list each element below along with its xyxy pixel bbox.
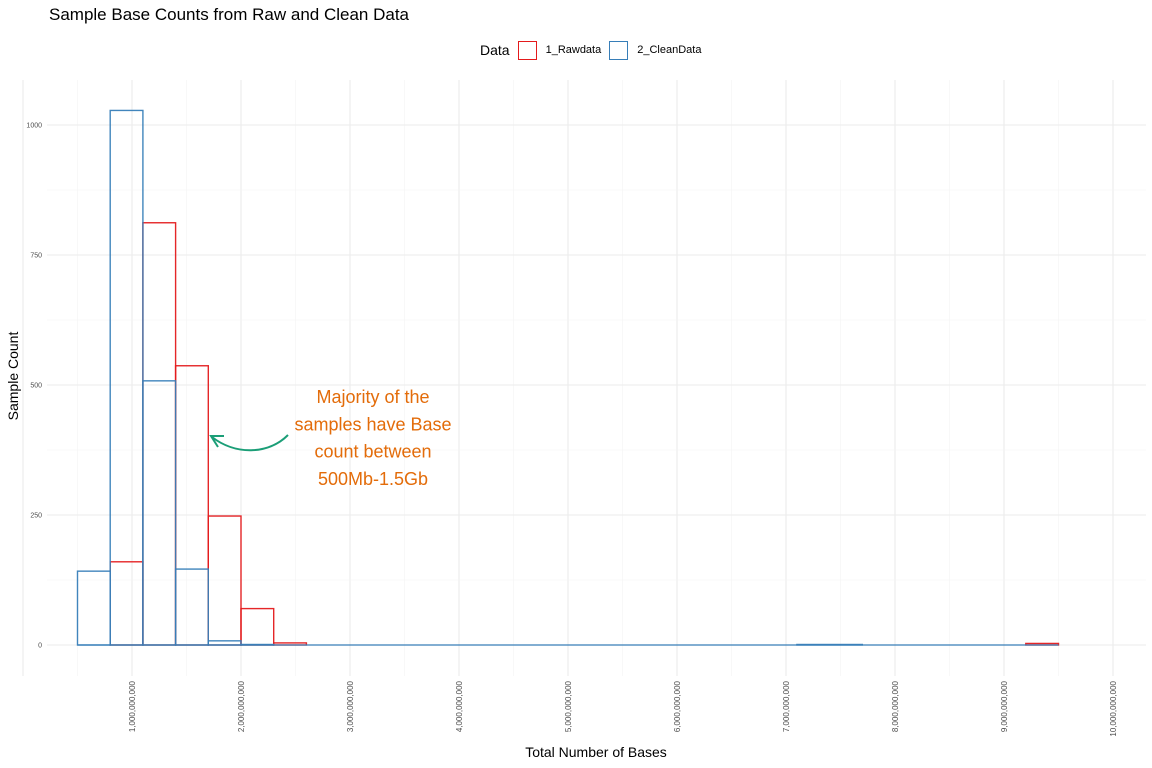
histogram-bar (240, 643, 275, 646)
chart-title: Sample Base Counts from Raw and Clean Da… (49, 5, 410, 24)
histogram-bar (142, 222, 177, 646)
histogram-bar (240, 607, 275, 646)
x-tick-label: 10,000,000,000 (1109, 680, 1118, 736)
y-tick-label: 750 (30, 253, 42, 260)
legend: Data 1_Rawdata 2_CleanData (480, 38, 709, 62)
grid-lines (22, 80, 1146, 676)
y-tick-label: 1000 (26, 123, 42, 130)
x-tick-label: 2,000,000,000 (237, 680, 246, 732)
annotation-text: Majority of the samples have Base count be… (294, 387, 451, 489)
histogram-bar (142, 380, 177, 646)
legend-label-rawdata: 1_Rawdata (545, 44, 602, 56)
series-cleandata (76, 109, 1059, 646)
histogram-bar (207, 515, 242, 646)
histogram-bar (109, 109, 144, 646)
x-axis-ticks: 1,000,000,000 2,000,000,000 3,000,000,000 4… (128, 680, 1118, 736)
x-tick-label: 4,000,000,000 (455, 680, 464, 732)
histogram-bar (109, 561, 144, 646)
series-rawdata (109, 222, 1060, 646)
annotation-line: 500Mb-1.5Gb (318, 469, 428, 489)
histogram-bars (76, 109, 1060, 646)
x-tick-label: 1,000,000,000 (128, 680, 137, 732)
histogram-bar (796, 643, 864, 646)
annotation-line: count between (314, 442, 431, 462)
histogram-bar (207, 640, 242, 646)
legend-item-cleandata: 2_CleanData (609, 40, 702, 60)
y-tick-label: 0 (38, 643, 42, 650)
histogram-bar (174, 568, 210, 646)
legend-key-rawdata (517, 40, 537, 60)
y-tick-label: 500 (30, 383, 42, 390)
legend-key-cleandata (609, 40, 629, 60)
x-tick-label: 6,000,000,000 (673, 680, 682, 732)
annotation-line: samples have Base (294, 414, 451, 434)
histogram-bar (174, 365, 210, 646)
annotation-arrowhead (209, 435, 224, 448)
y-axis-title: Sample Count (5, 332, 21, 421)
histogram-bar (76, 570, 111, 646)
y-axis-ticks: 0 250 500 750 1000 (26, 123, 42, 650)
legend-item-rawdata: 1_Rawdata (517, 40, 602, 60)
x-tick-label: 3,000,000,000 (346, 680, 355, 732)
x-tick-label: 5,000,000,000 (564, 680, 573, 732)
x-tick-label: 7,000,000,000 (782, 680, 791, 732)
annotation-line: Majority of the (316, 387, 429, 407)
legend-title: Data (480, 42, 510, 58)
annotation: Majority of the samples have Base count be… (209, 387, 452, 489)
y-tick-label: 250 (30, 513, 42, 520)
x-tick-label: 8,000,000,000 (891, 680, 900, 732)
x-tick-label: 9,000,000,000 (1000, 680, 1009, 732)
annotation-arrow (211, 434, 289, 452)
x-axis-title: Total Number of Bases (525, 744, 667, 760)
legend-label-cleandata: 2_CleanData (637, 44, 702, 56)
